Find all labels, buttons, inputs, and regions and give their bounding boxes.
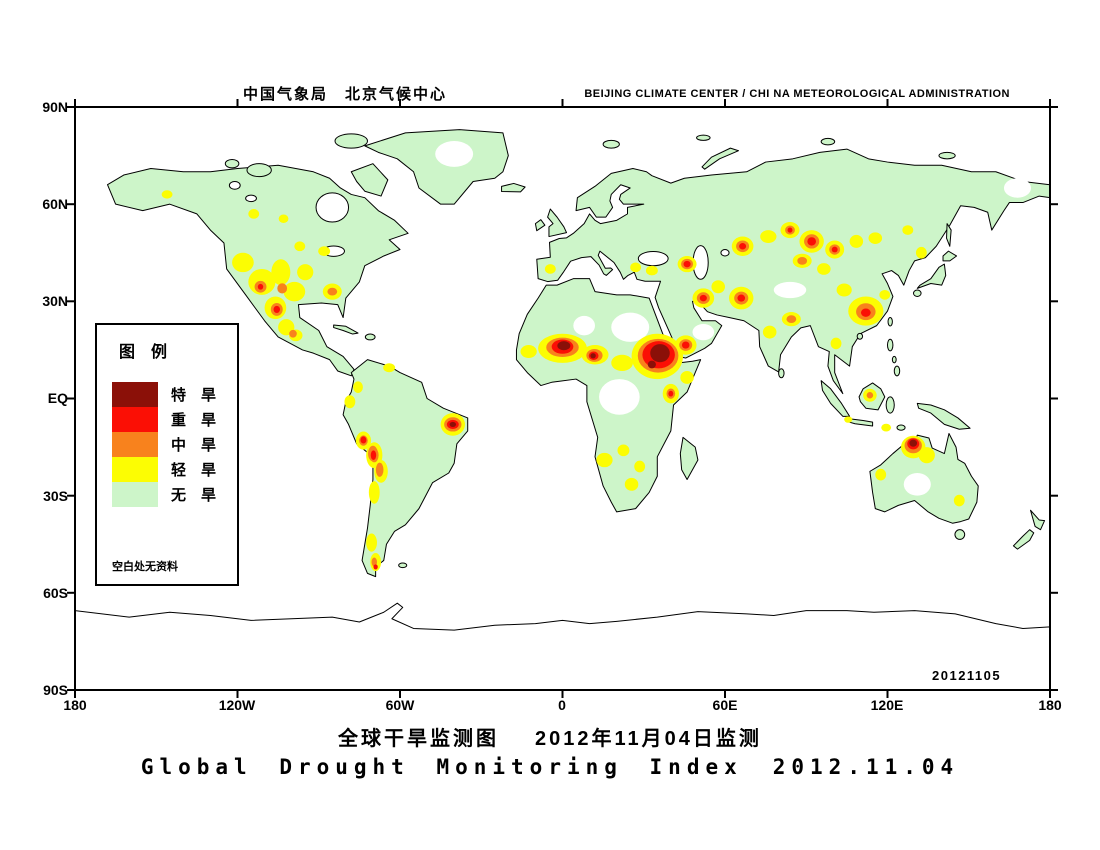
lat-label-90s: 90S: [43, 682, 68, 698]
legend-note: 空白处无资料: [112, 561, 178, 573]
lat-label-30s: 30S: [43, 488, 68, 504]
legend-row-extreme: 特 旱: [112, 382, 237, 407]
lon-label-180e: 180: [1038, 697, 1062, 713]
light-drought-swatch: [112, 457, 158, 482]
footer-title-en-text: Global Drought Monitoring Index: [140, 755, 743, 779]
legend-row-moderate: 中 旱: [112, 432, 237, 457]
lat-label-90n: 90N: [42, 99, 68, 115]
antarctica: [75, 603, 1050, 690]
severe-drought-label: 重 旱: [171, 412, 217, 429]
extreme-drought-label: 特 旱: [171, 387, 217, 404]
footer-date-en-text: 2012.11.04: [772, 755, 960, 779]
lat-label-60n: 60N: [42, 196, 68, 212]
lat-label-60s: 60S: [43, 585, 68, 601]
legend-title: 图 例: [119, 344, 168, 361]
severe-drought-swatch: [112, 407, 158, 432]
no-drought-swatch: [112, 482, 158, 507]
legend-box: 图 例 特 旱 重 旱 中 旱 轻 旱 无 旱 空白处无资料: [95, 323, 239, 586]
legend-row-severe: 重 旱: [112, 407, 237, 432]
lat-label-eq: EQ: [47, 390, 68, 406]
lon-label-120e: 120E: [870, 697, 904, 713]
footer-date-cn-text: 2012年11月04日监测: [535, 728, 762, 750]
legend-row-light: 轻 旱: [112, 457, 237, 482]
agency-title-cn: 中国气象局 北京气候中心: [243, 86, 448, 103]
lon-label-60e: 60E: [712, 697, 738, 713]
lon-label-0: 0: [558, 697, 566, 713]
axis-ticks: [67, 99, 1058, 698]
moderate-drought-swatch: [112, 432, 158, 457]
footer-title-en: Global Drought Monitoring Index 2012.11.0…: [0, 755, 1100, 779]
footer-title-cn-text: 全球干旱监测图: [338, 728, 500, 750]
legend-rows: 特 旱 重 旱 中 旱 轻 旱 无 旱: [112, 382, 237, 507]
light-drought-label: 轻 旱: [171, 462, 217, 479]
moderate-drought-label: 中 旱: [171, 437, 217, 454]
lon-label-120w: 120W: [218, 697, 256, 713]
agency-title-en: BEIJING CLIMATE CENTER / CHI NA METEOROL…: [584, 88, 1010, 100]
lon-label-60w: 60W: [385, 697, 415, 713]
extreme-drought-swatch: [112, 382, 158, 407]
drought-extreme-layer: [449, 341, 918, 447]
lon-label-180w: 180: [63, 697, 87, 713]
no-data-patches: [435, 141, 1032, 496]
lat-label-30n: 30N: [42, 293, 68, 309]
footer-title-cn: 全球干旱监测图 2012年11月04日监测: [0, 722, 1100, 751]
legend-row-none: 无 旱: [112, 482, 237, 507]
no-drought-label: 无 旱: [171, 487, 217, 504]
map-date-stamp: 20121105: [932, 668, 1002, 683]
